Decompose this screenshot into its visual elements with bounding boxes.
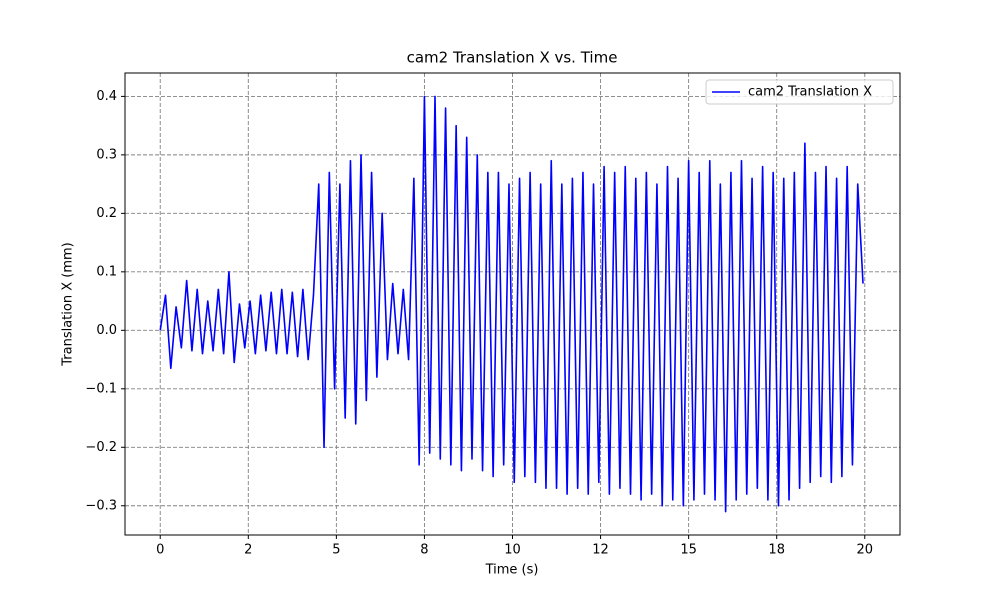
- x-tick-label: 0: [156, 543, 164, 558]
- y-tick-label: −0.1: [85, 381, 117, 396]
- data-line: [159, 95, 864, 513]
- y-tick-label: −0.2: [85, 440, 117, 455]
- x-axis-label: Time (s): [485, 563, 539, 578]
- legend-box: [705, 79, 894, 105]
- legend: cam2 Translation X: [705, 79, 894, 105]
- x-tick-label: 2: [244, 543, 252, 558]
- x-tick-label: 10: [504, 543, 521, 558]
- x-tick-label: 8: [420, 543, 428, 558]
- x-tick-label: 12: [592, 543, 609, 558]
- x-tick-label: 20: [856, 543, 873, 558]
- y-tick-label: −0.3: [85, 498, 117, 513]
- y-axis-label: Translation X (mm): [61, 242, 76, 366]
- y-tick-label: 0.3: [96, 147, 117, 162]
- plot-frame: [124, 72, 901, 536]
- y-tick-label: 0.1: [96, 264, 117, 279]
- y-tick-label: 0.4: [96, 89, 117, 104]
- x-tick-label: 15: [680, 543, 697, 558]
- y-tick-label: 0.2: [96, 206, 117, 221]
- x-tick-label: 18: [768, 543, 785, 558]
- x-tick-label: 5: [332, 543, 340, 558]
- chart-title: cam2 Translation X vs. Time: [407, 49, 618, 67]
- legend-label: cam2 Translation X: [748, 85, 872, 100]
- y-tick-label: 0.0: [96, 323, 117, 338]
